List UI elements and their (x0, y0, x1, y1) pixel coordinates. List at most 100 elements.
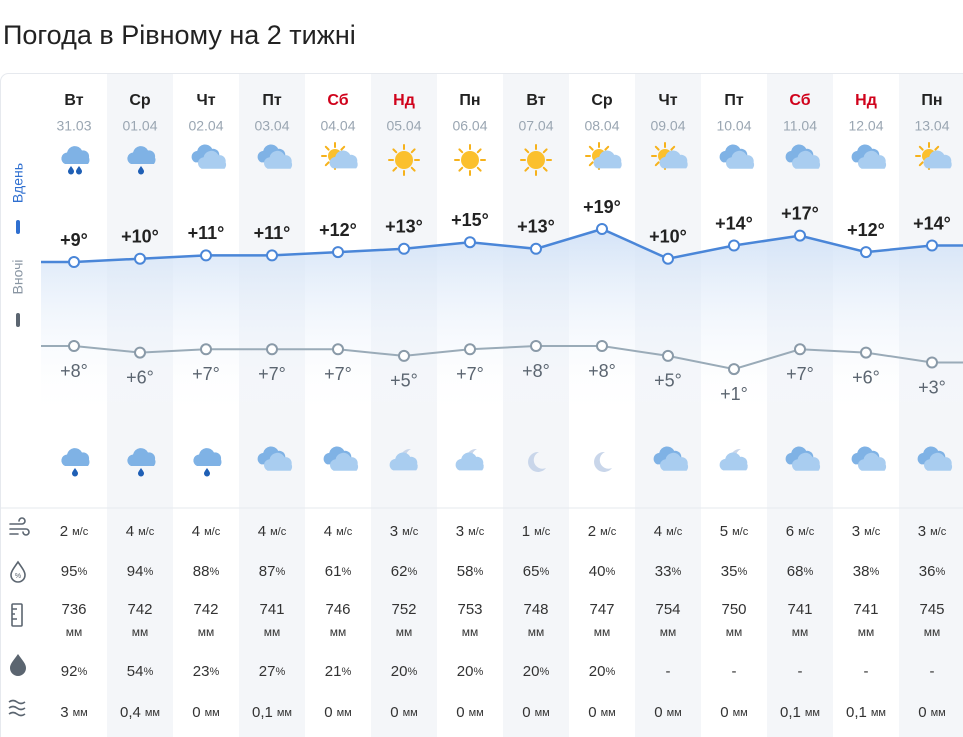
precip-amount-unit: мм (145, 707, 160, 719)
precip-amount-unit: мм (205, 707, 220, 719)
night-temperature-point (266, 343, 278, 356)
wind-speed: 3 м/с (918, 523, 947, 540)
day-weather-icon (191, 144, 227, 169)
day-name: Чт (196, 92, 215, 109)
night-weather-icon (719, 448, 748, 471)
date: 03.04 (254, 118, 289, 134)
night-temperature-point (860, 346, 872, 359)
day-temperature-point (68, 256, 80, 268)
sun-ray (392, 166, 398, 172)
wind-speed-value: 4 (126, 523, 134, 540)
precip-amount-value: 0 (522, 704, 530, 721)
humidity-unit: % (605, 566, 615, 578)
wind-speed-unit: м/с (402, 526, 419, 538)
precip-probability-value: 92 (61, 663, 78, 680)
wind-speed-value: 3 (852, 523, 860, 540)
day-label: Вдень (10, 163, 26, 203)
humidity-unit: % (407, 566, 417, 578)
precip-probability-unit: % (539, 666, 549, 678)
day-weather-icon (388, 144, 420, 176)
precip-amount-value: 0 (918, 704, 926, 721)
moon (594, 451, 612, 472)
night-temperature-label: +7° (786, 364, 814, 384)
night-temperature-point (530, 340, 542, 352)
sun-ray (410, 166, 416, 172)
precip-amount: 0,1 мм (780, 704, 820, 721)
day-weather-icon (719, 144, 755, 169)
date: 08.04 (584, 118, 619, 134)
night-weather-icon (389, 448, 418, 471)
precip-amount: 0 мм (192, 704, 219, 721)
cloud (923, 150, 952, 169)
day-name: Сб (327, 92, 348, 109)
cloud (61, 146, 90, 164)
wind-speed-unit: м/с (930, 526, 947, 538)
precip-amount-icon (8, 699, 26, 717)
pressure-unit: мм (396, 625, 413, 639)
precip-probability: 20% (391, 663, 418, 680)
cloud (791, 150, 821, 169)
sun-ray (324, 161, 330, 167)
wind-speed: 3 м/с (456, 523, 485, 540)
sun-ray (654, 145, 660, 151)
precip-probability-unit: % (341, 666, 351, 678)
cloud (659, 452, 689, 471)
cloud (725, 150, 755, 169)
wind-icon (9, 517, 30, 536)
day-temperature-label: +13° (517, 217, 555, 237)
night-temperature-label: +5° (390, 371, 418, 391)
wind-speed-value: 3 (390, 523, 398, 540)
wind-speed-unit: м/с (468, 526, 485, 538)
humidity-value: 95 (61, 563, 78, 580)
wind-speed-unit: м/с (270, 526, 287, 538)
precip-probability: - (798, 663, 803, 680)
night-temperature-point (398, 349, 410, 362)
day-weather-icon (61, 146, 90, 175)
night-temperature-point (464, 343, 476, 356)
sun-ray (458, 148, 464, 154)
precip-amount: 3 мм (60, 704, 87, 721)
pressure-value: 741 (259, 601, 284, 618)
wind-speed-unit: м/с (138, 526, 155, 538)
precip-probability-value: 20 (457, 663, 474, 680)
day-temperature-point (794, 229, 806, 242)
precip-amount-value: 0,1 (252, 704, 273, 721)
night-weather-icon (193, 448, 222, 477)
pressure: 754 (655, 601, 680, 618)
sun-ray (542, 166, 548, 172)
sun-ray (542, 148, 548, 154)
pressure-value: 753 (457, 601, 482, 618)
wind-speed: 4 м/с (192, 523, 221, 540)
wind-speed-value: 1 (522, 523, 530, 540)
night-temperature-label: +7° (192, 364, 220, 384)
humidity-value: 40 (589, 563, 606, 580)
date: 10.04 (716, 118, 751, 134)
precip-amount-unit: мм (403, 707, 418, 719)
humidity-value: 65 (523, 563, 540, 580)
humidity: 65% (523, 563, 550, 580)
precip-probability: 21% (325, 663, 352, 680)
pressure-value: 754 (655, 601, 680, 618)
night-weather-icon (455, 448, 484, 471)
wind-speed-unit: м/с (534, 526, 551, 538)
pressure: 746 (325, 601, 350, 618)
sun-ray (604, 145, 610, 151)
pressure-unit: мм (660, 625, 677, 639)
humidity-value: 38 (853, 563, 870, 580)
humidity: 58% (457, 563, 484, 580)
wind-speed: 1 м/с (522, 523, 551, 540)
day-temperature-point (596, 223, 608, 235)
precip-amount-unit: мм (601, 707, 616, 719)
wind-speed: 4 м/с (126, 523, 155, 540)
precip-probability-value: 20 (523, 663, 540, 680)
night-temperature-label: +6° (126, 367, 154, 387)
precip-amount: 0 мм (456, 704, 483, 721)
humidity-value: 94 (127, 563, 144, 580)
day-temperature-point (464, 236, 476, 249)
sun-ray (410, 148, 416, 154)
precip-probability: 20% (457, 663, 484, 680)
night-temperature-label: +1° (720, 384, 748, 404)
night-temperature-label: +7° (456, 364, 484, 384)
humidity-value: 58 (457, 563, 474, 580)
night-temperature-point (596, 340, 608, 352)
